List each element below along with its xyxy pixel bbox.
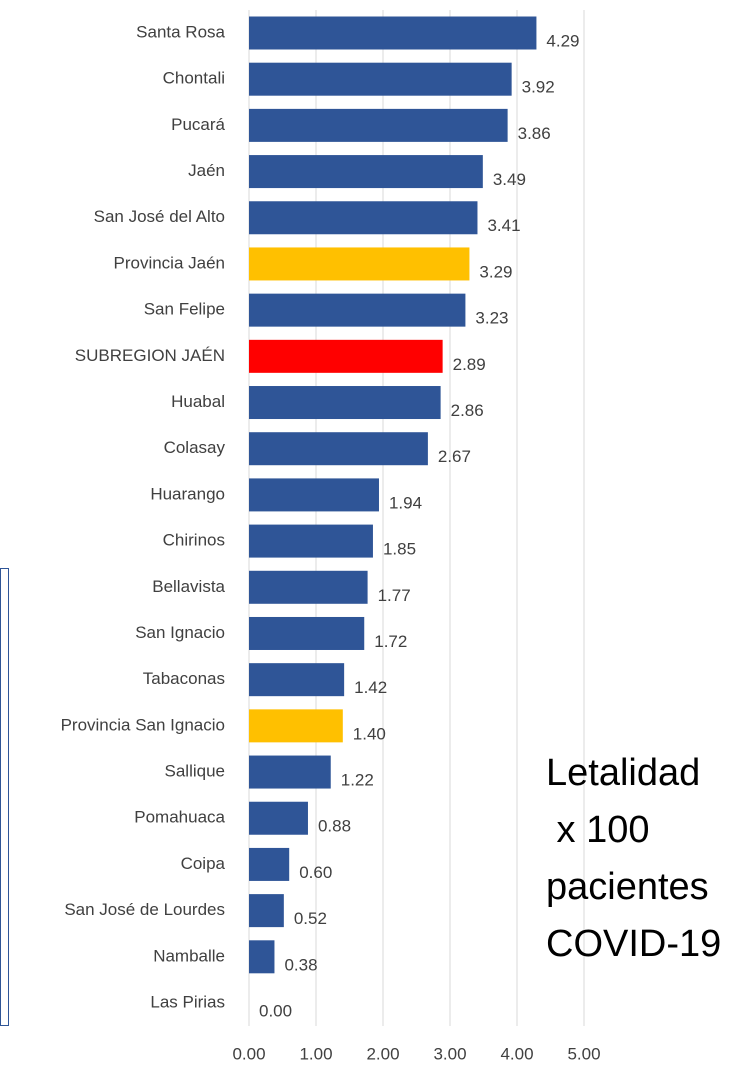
value-label: 1.72 [374, 632, 407, 651]
y-tick-label: Jaén [188, 161, 225, 180]
annotation: Letalidad [546, 752, 700, 794]
y-tick-label: Huabal [171, 392, 225, 411]
value-label: 3.41 [487, 216, 520, 235]
y-tick-label: San Ignacio [135, 623, 225, 642]
bar [249, 201, 478, 235]
bar [249, 16, 537, 50]
y-tick-label: Las Pirias [150, 992, 225, 1011]
x-tick-label: 3.00 [433, 1044, 466, 1063]
bar [249, 663, 345, 697]
value-label: 1.22 [341, 771, 374, 790]
value-label: 0.38 [284, 955, 317, 974]
value-label: 1.85 [383, 540, 416, 559]
value-label: 3.49 [493, 170, 526, 189]
x-tick-label: 1.00 [299, 1044, 332, 1063]
x-tick-label: 4.00 [500, 1044, 533, 1063]
bar [249, 709, 343, 743]
bar [249, 570, 368, 604]
bar [249, 339, 443, 373]
bar [249, 894, 284, 928]
bar [249, 293, 466, 327]
bar [249, 478, 379, 512]
value-label: 1.94 [389, 493, 422, 512]
y-tick-label: Pomahuaca [134, 808, 225, 827]
value-label: 0.88 [318, 817, 351, 836]
x-tick-label: 0.00 [232, 1044, 265, 1063]
value-label: 3.86 [518, 124, 551, 143]
value-label: 3.92 [522, 78, 555, 97]
y-tick-label: Provincia San Ignacio [61, 715, 225, 734]
value-label: 4.29 [546, 31, 579, 50]
bar [249, 940, 275, 974]
bar [249, 155, 483, 189]
y-tick-label: Coipa [181, 854, 226, 873]
bar [249, 432, 428, 466]
y-tick-label: Provincia Jaén [113, 253, 225, 272]
x-tick-label: 2.00 [366, 1044, 399, 1063]
value-label: 1.42 [354, 678, 387, 697]
y-tick-label: San Felipe [144, 300, 225, 319]
value-label: 0.60 [299, 863, 332, 882]
x-tick-label: 5.00 [567, 1044, 600, 1063]
y-tick-label: Chirinos [163, 531, 225, 550]
value-label: 2.86 [451, 401, 484, 420]
bar [249, 755, 331, 789]
value-label: 1.77 [378, 586, 411, 605]
value-label: 2.67 [438, 447, 471, 466]
y-tick-label: Colasay [164, 438, 226, 457]
value-label: 0.00 [259, 1001, 292, 1020]
y-tick-label: Namballe [153, 946, 225, 965]
y-tick-label: Santa Rosa [136, 22, 225, 41]
bar [249, 108, 508, 142]
value-label: 1.40 [353, 724, 386, 743]
value-label: 2.89 [453, 355, 486, 374]
annotation: pacientes [546, 866, 709, 908]
value-label: 3.29 [479, 262, 512, 281]
value-label: 3.23 [475, 309, 508, 328]
annotation: x 100 [546, 809, 650, 851]
y-tick-label: Tabaconas [143, 669, 225, 688]
annotation: COVID-19 [546, 923, 721, 965]
y-tick-label: Chontali [163, 69, 225, 88]
bar [249, 616, 365, 650]
bar [249, 386, 441, 420]
frame [0, 568, 9, 1026]
y-tick-label: Huarango [150, 484, 225, 503]
value-label: 0.52 [294, 909, 327, 928]
bar [249, 247, 470, 281]
y-tick-label: San José de Lourdes [64, 900, 225, 919]
bar [249, 524, 373, 558]
y-tick-label: Bellavista [152, 577, 225, 596]
y-tick-label: Sallique [165, 762, 226, 781]
y-tick-label: SUBREGION JAÉN [75, 346, 225, 365]
y-tick-label: San José del Alto [94, 207, 225, 226]
bar [249, 801, 308, 835]
bar [249, 62, 512, 96]
bar [249, 847, 290, 881]
y-tick-label: Pucará [171, 115, 225, 134]
